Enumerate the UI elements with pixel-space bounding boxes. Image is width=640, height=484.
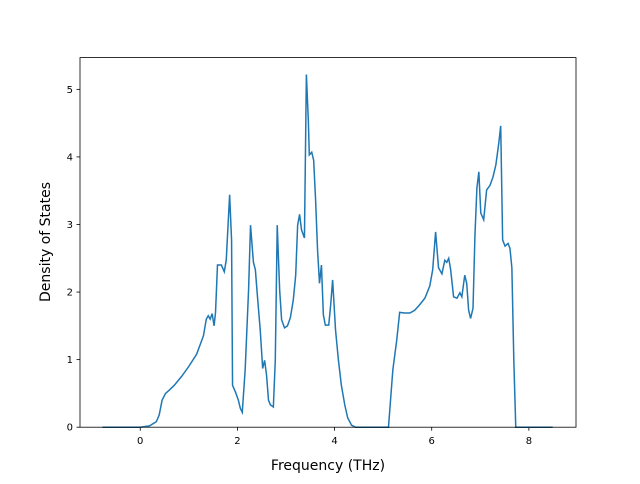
y-tick-label: 0 xyxy=(67,423,73,434)
y-tick-label: 5 xyxy=(67,85,73,96)
x-tick-label: 8 xyxy=(526,436,532,447)
x-tick-label: 2 xyxy=(234,436,240,447)
x-tick-label: 6 xyxy=(429,436,435,447)
x-axis-label: Frequency (THz) xyxy=(271,458,385,474)
x-tick-label: 0 xyxy=(137,436,143,447)
y-axis-label: Density of States xyxy=(38,182,54,302)
plot-frame xyxy=(79,57,577,428)
y-tick-label: 3 xyxy=(67,220,73,231)
y-tick-label: 4 xyxy=(67,152,73,163)
y-tick-label: 1 xyxy=(67,355,73,366)
y-tick-label: 2 xyxy=(67,288,73,299)
x-tick-label: 4 xyxy=(331,436,337,447)
line xyxy=(102,74,553,428)
